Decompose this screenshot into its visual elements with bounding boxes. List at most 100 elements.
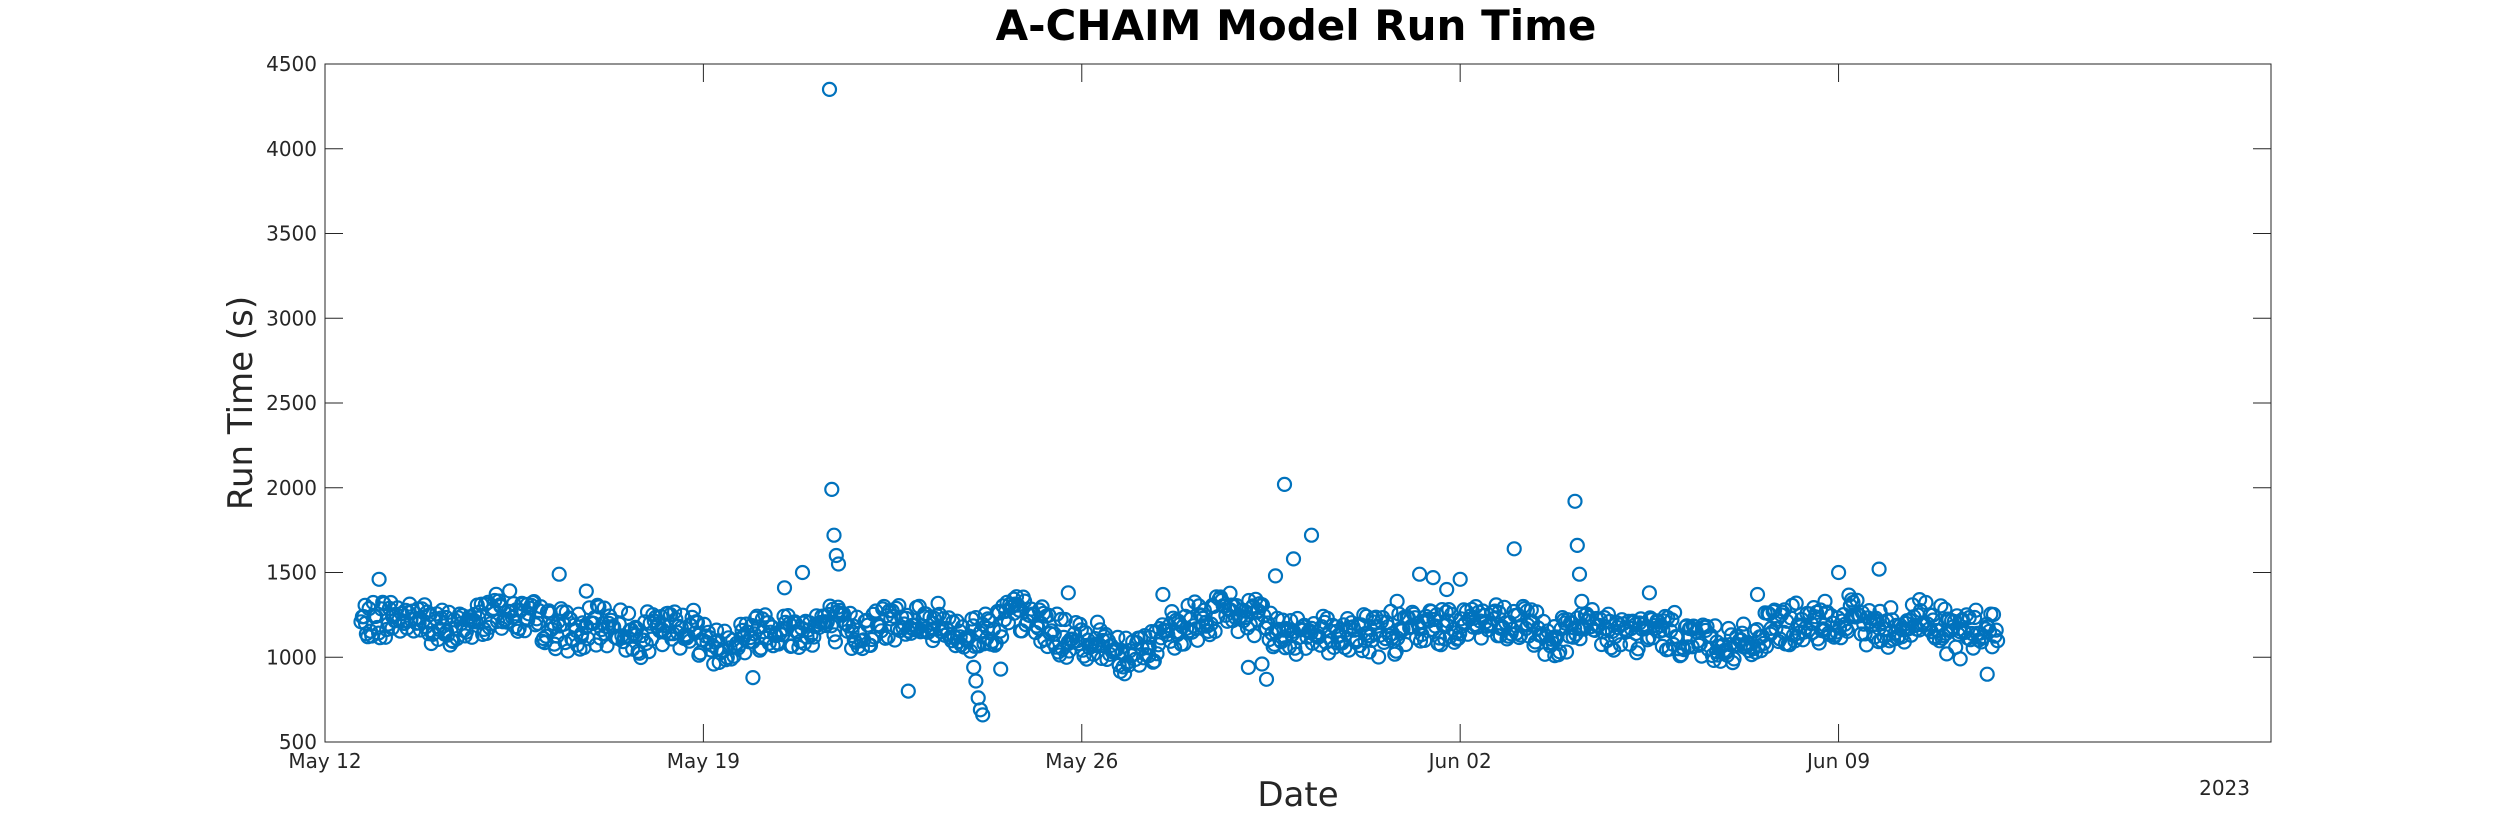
data-point [1849, 592, 1865, 608]
data-point [931, 606, 948, 622]
data-point [620, 605, 637, 622]
y-tick-label: 3500 [266, 222, 317, 246]
data-point [1925, 607, 1941, 623]
y-axis: 500 1000 1500 2000 2500 3000 3500 4000 4500 [266, 52, 2271, 754]
data-point [1267, 568, 1284, 584]
y-axis-label: Run Time (s) [221, 296, 261, 510]
x-tick-label: May 12 [288, 749, 361, 773]
data-point [1060, 585, 1076, 601]
data-point [1779, 613, 1795, 629]
data-point [821, 81, 838, 98]
data-point [1699, 618, 1715, 635]
data-point [1937, 601, 1953, 617]
data-point [1207, 623, 1223, 640]
data-point [1000, 615, 1017, 631]
data-point [1641, 585, 1658, 601]
data-point [1488, 597, 1504, 613]
data-point [826, 527, 842, 543]
y-tick-label: 1000 [266, 645, 317, 669]
x-axis-label: Date [1257, 775, 1338, 815]
y-tick-label: 4000 [266, 137, 317, 161]
data-point [1735, 616, 1752, 632]
data-point [941, 610, 957, 626]
data-point [1788, 595, 1804, 611]
data-point [1354, 642, 1371, 659]
data-point [1254, 656, 1270, 672]
data-point [824, 481, 840, 497]
data-point [1691, 637, 1707, 653]
data-point [794, 564, 811, 581]
data-point [1258, 671, 1275, 687]
data-point [578, 583, 594, 599]
data-point [1703, 628, 1719, 644]
data-point [760, 614, 776, 631]
data-point [1571, 566, 1588, 582]
data-point [708, 622, 725, 638]
data-point [1600, 606, 1617, 622]
data-point [1989, 633, 2006, 649]
data-points [353, 81, 2006, 723]
data-point [826, 627, 842, 643]
chart-title: A-CHAIM Model Run Time [996, 1, 1597, 50]
data-point [834, 607, 850, 623]
y-tick-label: 2500 [266, 391, 317, 415]
data-point [1246, 627, 1262, 644]
data-point [757, 607, 773, 623]
x-tick-label: Jun 02 [1427, 749, 1492, 773]
data-point [968, 673, 984, 689]
data-point [1496, 599, 1512, 615]
data-point [696, 616, 712, 633]
x-tick-label: Jun 09 [1805, 749, 1870, 773]
data-point [1765, 603, 1781, 620]
data-point [975, 707, 991, 723]
data-point [930, 595, 946, 611]
data-point [1612, 637, 1629, 653]
data-point [996, 612, 1012, 628]
data-point [1276, 476, 1293, 492]
data-point [1093, 650, 1110, 667]
year-label: 2023 [2199, 776, 2250, 800]
data-point [689, 614, 706, 631]
data-point [804, 637, 821, 653]
data-point [993, 661, 1009, 677]
data-point [1149, 646, 1165, 662]
data-point [776, 580, 793, 596]
y-tick-label: 500 [279, 730, 317, 754]
data-point [357, 597, 373, 613]
data-point [1860, 610, 1876, 626]
data-point [1057, 611, 1073, 628]
data-point [570, 606, 587, 622]
data-point [1425, 569, 1441, 586]
data-point [1283, 612, 1299, 629]
data-point [1506, 541, 1522, 557]
data-point [1666, 604, 1683, 621]
data-point [1285, 551, 1302, 567]
data-point [1552, 644, 1568, 660]
y-tick-label: 2000 [266, 476, 317, 500]
data-point [1189, 632, 1206, 648]
data-point [1254, 597, 1271, 613]
data-point [1077, 624, 1094, 641]
data-point [981, 613, 998, 629]
data-point [1146, 653, 1162, 669]
data-point [1749, 586, 1766, 603]
data-point [1979, 666, 1995, 682]
x-tick-label: May 19 [667, 749, 740, 773]
data-point [819, 614, 835, 630]
data-point [900, 683, 916, 699]
y-tick-label: 1500 [266, 561, 317, 585]
data-point [1089, 614, 1106, 630]
data-point [1160, 626, 1176, 643]
data-point [830, 556, 847, 572]
data-point [371, 571, 387, 587]
data-point [1968, 602, 1984, 618]
y-tick-label: 3000 [266, 306, 317, 330]
data-point [1439, 581, 1455, 598]
data-point [1985, 606, 2002, 623]
x-axis: May 12 May 19 May 26 Jun 02 Jun 09 [288, 64, 1870, 773]
data-point [1558, 644, 1575, 660]
data-point [1654, 638, 1671, 655]
data-point [1187, 594, 1203, 610]
data-point [468, 614, 484, 630]
